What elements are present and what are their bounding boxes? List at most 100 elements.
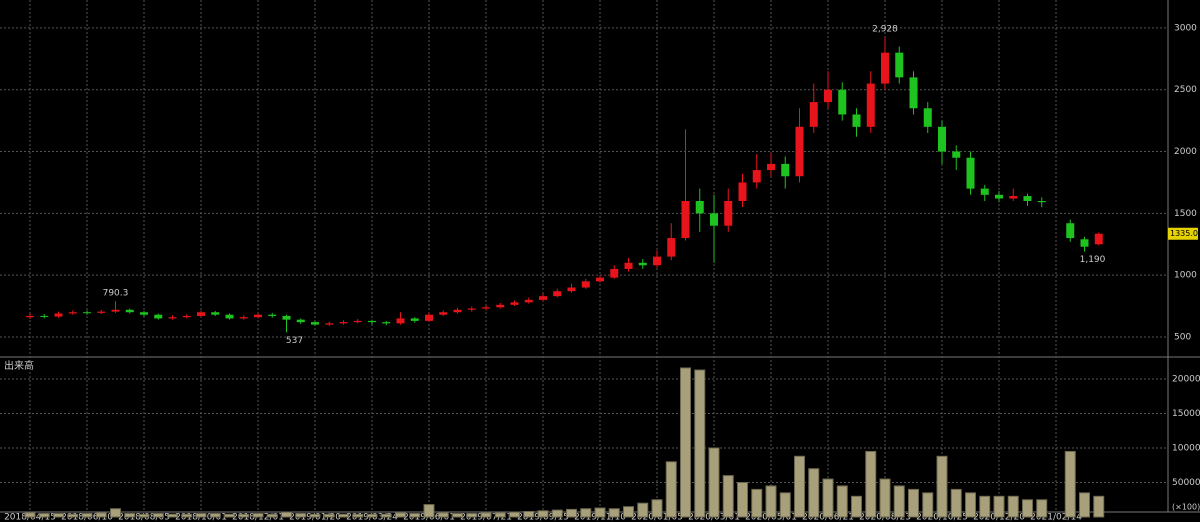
- candle-body: [396, 318, 405, 324]
- price-annotation: 537: [286, 336, 303, 346]
- volume-title: 出来高: [4, 359, 34, 372]
- y-tick-label: 150000: [1172, 409, 1200, 419]
- candle-body: [282, 315, 291, 320]
- candle-body: [54, 313, 63, 317]
- volume-bar: [380, 513, 392, 518]
- volume-bar: [494, 512, 506, 518]
- candle-body: [667, 238, 676, 257]
- last-price-label: 1335.0: [1170, 229, 1198, 238]
- volume-bar: [794, 455, 805, 518]
- volume-bar: [608, 508, 620, 518]
- candle-body: [510, 302, 519, 305]
- candle-body: [710, 213, 718, 226]
- volume-bar: [110, 508, 121, 518]
- volume-bar: [195, 513, 207, 518]
- candle-body: [524, 299, 533, 303]
- candle-body: [225, 314, 234, 319]
- volume-bar: [523, 510, 535, 518]
- volume-bar: [694, 369, 706, 518]
- volume-bar: [1093, 495, 1105, 518]
- volume-bar: [965, 492, 976, 518]
- candle-body: [211, 312, 220, 315]
- candle-body: [695, 200, 704, 214]
- candle-body: [453, 309, 462, 313]
- volume-bar: [594, 507, 606, 518]
- candle-body: [353, 320, 362, 323]
- candle-body: [824, 89, 832, 103]
- candle-body: [496, 304, 505, 308]
- price-annotation: 1,190: [1080, 255, 1106, 265]
- candle-body: [553, 291, 562, 297]
- candle-body: [852, 114, 861, 127]
- candle-body: [724, 200, 733, 226]
- volume-bar: [851, 495, 862, 518]
- candle-body: [539, 296, 547, 300]
- candle-body: [866, 83, 875, 127]
- candle-body: [952, 151, 961, 158]
- candle-body: [439, 312, 448, 315]
- volume-bar: [53, 513, 64, 518]
- volume-bar: [879, 478, 891, 518]
- volume-bar: [252, 513, 264, 518]
- volume-bar: [352, 513, 364, 518]
- candle-body: [339, 322, 348, 324]
- volume-bar: [908, 488, 919, 518]
- candle-body: [781, 163, 790, 177]
- candle-body: [767, 163, 775, 171]
- price-annotation: 790.3: [103, 289, 129, 299]
- volume-bar: [836, 485, 848, 518]
- volume-bar: [509, 511, 520, 518]
- candle-body: [681, 200, 690, 239]
- volume-bar: [167, 513, 178, 518]
- volume-bar: [722, 475, 734, 518]
- y-tick-label: 1500: [1174, 209, 1197, 219]
- x-tick-label: 2021/02/14: [1030, 513, 1082, 522]
- volume-bar: [395, 512, 406, 518]
- candle-body: [368, 320, 376, 323]
- volume-bar: [480, 512, 492, 518]
- volume-bar: [936, 455, 948, 518]
- candle-body: [938, 126, 946, 152]
- volume-bar: [209, 513, 221, 518]
- candle-body: [296, 319, 305, 323]
- volume-unit: (×100): [1172, 503, 1200, 512]
- candle-body: [738, 182, 747, 201]
- candle-body: [809, 102, 818, 127]
- candle-body: [382, 322, 391, 324]
- volume-bar: [266, 513, 278, 518]
- volume-bar: [437, 512, 449, 518]
- volume-bar: [708, 447, 720, 518]
- volume-bar: [366, 513, 378, 518]
- volume-bar: [124, 513, 136, 518]
- volume-bar: [323, 513, 335, 518]
- candle-body: [154, 314, 163, 319]
- candle-body: [653, 256, 661, 266]
- volume-bar: [751, 488, 763, 518]
- volume-bar: [765, 485, 777, 518]
- volume-bar: [979, 495, 991, 518]
- last-price-box: [1168, 227, 1198, 240]
- volume-bar: [38, 513, 50, 518]
- volume-bar: [950, 488, 962, 518]
- price-annotation: 2,928: [872, 24, 898, 34]
- candle-body: [467, 308, 476, 310]
- candle-body: [425, 314, 433, 321]
- y-tick-label: 500: [1174, 332, 1191, 342]
- volume-bar: [224, 513, 235, 518]
- volume-bar: [537, 510, 549, 518]
- volume-bar: [580, 508, 592, 518]
- candle-body: [581, 281, 590, 288]
- candle-body: [1023, 196, 1032, 201]
- candle-body: [752, 170, 761, 183]
- candle-body: [596, 277, 604, 282]
- candle-body: [838, 89, 847, 115]
- candle-body: [980, 188, 989, 195]
- candle-body: [1094, 233, 1103, 245]
- volume-bar: [865, 450, 877, 518]
- candle-body: [1009, 196, 1018, 199]
- volume-bar: [1022, 499, 1033, 518]
- volume-bar: [893, 485, 905, 518]
- candle-body: [26, 315, 34, 318]
- volume-bar: [281, 511, 292, 518]
- volume-bar: [152, 513, 164, 518]
